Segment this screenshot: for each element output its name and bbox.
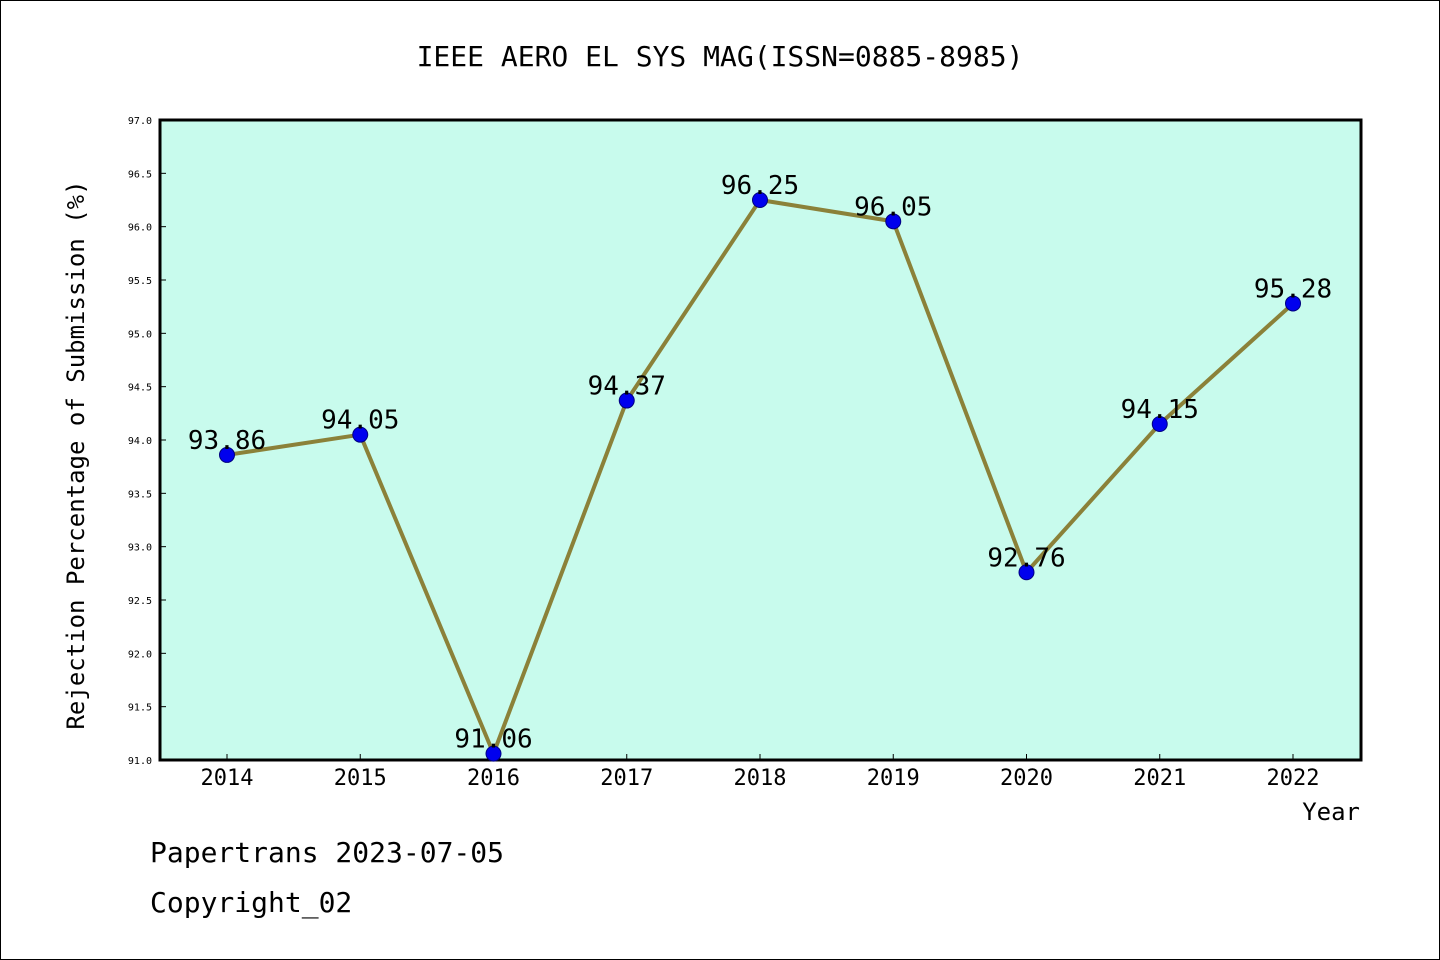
data-label: 93.86 <box>188 426 266 456</box>
data-label: 94.05 <box>321 406 399 436</box>
y-tick-label: 97.0 <box>128 116 152 127</box>
plot-area <box>158 118 1363 762</box>
x-axis: 2014 2015 2016 2017 2018 2019 2020 2021 2022 <box>201 754 1320 791</box>
y-tick-label: 92.0 <box>128 649 152 660</box>
y-tick-label: 92.5 <box>128 596 152 607</box>
data-label: 95.28 <box>1254 274 1332 304</box>
footer-copyright: Copyright_02 <box>150 886 353 919</box>
data-label: 94.15 <box>1121 395 1199 425</box>
data-label: 94.37 <box>588 372 666 402</box>
y-tick-label: 94.5 <box>128 383 152 394</box>
x-tick-label: 2018 <box>734 766 787 791</box>
data-label: 96.25 <box>721 171 799 201</box>
x-tick-label: 2017 <box>600 766 653 791</box>
data-label: 96.05 <box>854 192 932 222</box>
series-rejection-percentage <box>219 192 1301 762</box>
data-point <box>1018 564 1035 581</box>
y-tick-label: 91.0 <box>128 756 152 767</box>
x-tick-label: 2016 <box>467 766 520 791</box>
x-axis-label: Year <box>1302 798 1360 826</box>
data-label: 92.76 <box>987 543 1065 573</box>
data-labels: 93.86 94.05 91.06 94.37 96.25 96.05 92.76 94.15… <box>188 171 1332 755</box>
y-axis: 91.0 91.5 92.0 92.5 93.0 93.5 94.0 94.5 95.0 95.5… <box>128 116 166 767</box>
y-tick-label: 95.0 <box>128 329 152 340</box>
x-tick-label: 2021 <box>1133 766 1186 791</box>
x-tick-label: 2015 <box>334 766 387 791</box>
data-point <box>485 745 502 762</box>
data-label: 91.06 <box>454 725 532 755</box>
x-tick-label: 2022 <box>1267 766 1320 791</box>
y-tick-label: 93.0 <box>128 543 152 554</box>
data-point <box>352 426 369 443</box>
data-point <box>1151 416 1168 432</box>
data-point <box>219 446 235 463</box>
y-tick-label: 96.5 <box>128 169 152 180</box>
y-tick-label: 95.5 <box>128 276 152 287</box>
chart-title: IEEE AERO EL SYS MAG(ISSN=0885-8985) <box>417 40 1024 73</box>
y-tick-label: 91.5 <box>128 703 152 714</box>
y-axis-label: Rejection Percentage of Submission (%) <box>62 180 90 729</box>
y-tick-label: 93.5 <box>128 489 152 500</box>
x-tick-label: 2014 <box>201 766 254 791</box>
data-point <box>1285 295 1301 312</box>
data-point <box>618 392 635 409</box>
footer-date: Papertrans 2023-07-05 <box>150 836 505 869</box>
y-tick-label: 94.0 <box>128 436 152 447</box>
x-tick-label: 2019 <box>867 766 920 791</box>
data-point <box>885 213 902 230</box>
y-tick-label: 96.0 <box>128 223 152 234</box>
data-point <box>752 192 768 208</box>
x-tick-label: 2020 <box>1000 766 1053 791</box>
